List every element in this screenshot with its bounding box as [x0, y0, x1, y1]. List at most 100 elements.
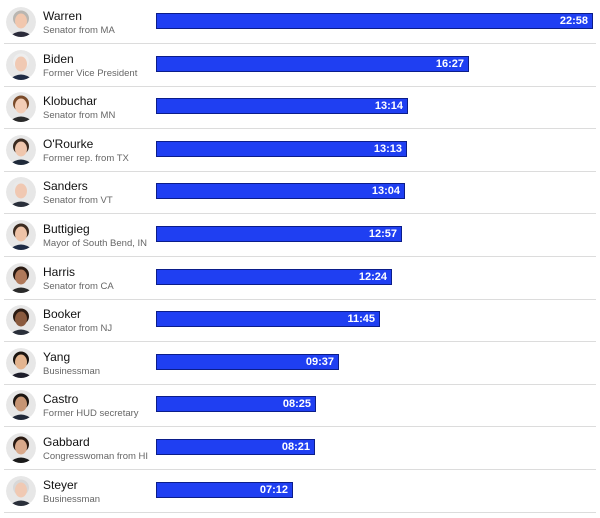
avatar-face	[15, 13, 27, 29]
speaking-time-bar: 08:25	[156, 396, 316, 413]
speaking-time-label: 13:13	[373, 142, 402, 155]
candidate-avatar	[6, 433, 36, 463]
speaking-time-label: 08:25	[282, 398, 311, 411]
avatar-portrait	[6, 390, 36, 421]
speaking-time-bar: 22:58	[156, 13, 593, 29]
speaking-time-bar: 07:12	[156, 481, 293, 498]
speaking-time-bar: 16:27	[156, 55, 469, 72]
avatar-face	[15, 141, 27, 157]
avatar-face	[15, 354, 27, 370]
avatar-portrait	[6, 177, 36, 208]
speaking-time-label: 22:58	[559, 15, 588, 27]
avatar-portrait	[6, 433, 36, 463]
speaking-time-label: 08:21	[281, 441, 310, 453]
chart-row: Klobuchar Senator from MN 13:14	[0, 87, 600, 130]
speaking-time-label: 11:45	[347, 313, 375, 326]
chart-row: Warren Senator from MA 22:58	[0, 2, 600, 44]
candidate-role: Former HUD secretary	[43, 408, 139, 420]
chart-row: Castro Former HUD secretary 08:25	[0, 385, 600, 428]
chart-row: Biden Former Vice President 16:27	[0, 45, 600, 87]
candidate-role: Senator from CA	[43, 280, 114, 292]
candidate-name: Castro	[43, 392, 79, 407]
avatar-face	[15, 396, 27, 412]
row-divider	[4, 128, 596, 130]
row-divider	[4, 383, 596, 385]
avatar-portrait	[6, 92, 36, 123]
avatar-portrait	[6, 134, 36, 165]
chart-row: Gabbard Congresswoman from HI 08:21	[0, 428, 600, 470]
candidate-name: Warren	[43, 9, 82, 23]
speaking-time-label: 07:12	[259, 483, 288, 496]
avatar-face	[15, 439, 27, 455]
avatar-face	[15, 482, 27, 498]
speaking-time-bar: 09:37	[156, 353, 339, 370]
avatar-shoulders	[9, 74, 33, 80]
row-divider	[4, 298, 596, 300]
avatar-face	[15, 98, 27, 114]
candidate-avatar	[6, 177, 36, 208]
row-divider	[4, 170, 596, 172]
candidate-role: Senator from VT	[43, 195, 113, 207]
candidate-name: Gabbard	[43, 435, 90, 449]
speaking-time-bar: 12:57	[156, 226, 402, 242]
candidate-role: Former rep. from TX	[43, 152, 129, 164]
candidate-name: Biden	[43, 51, 74, 66]
avatar-portrait	[6, 262, 36, 293]
candidate-avatar	[6, 7, 36, 37]
candidate-avatar	[6, 134, 36, 165]
candidate-avatar	[6, 49, 36, 80]
chart-row: O'Rourke Former rep. from TX 13:13	[0, 130, 600, 172]
avatar-portrait	[6, 347, 36, 378]
chart-row: Sanders Senator from VT 13:04	[0, 172, 600, 215]
avatar-shoulders	[9, 457, 33, 463]
speaking-time-label: 13:14	[374, 100, 403, 113]
avatar-portrait	[6, 7, 36, 37]
candidate-role: Businessman	[43, 493, 101, 505]
candidate-name: O'Rourke	[43, 136, 94, 151]
avatar-shoulders	[9, 500, 33, 506]
chart-row: Steyer Businessman 07:12	[0, 471, 600, 513]
candidate-name: Buttigieg	[43, 222, 90, 236]
row-divider	[4, 341, 596, 343]
speaking-time-label: 13:04	[371, 185, 400, 198]
candidate-name: Sanders	[43, 179, 88, 194]
chart-row: Booker Senator from NJ 11:45	[0, 300, 600, 343]
row-divider	[4, 213, 596, 215]
avatar-shoulders	[9, 31, 33, 37]
avatar-shoulders	[9, 244, 33, 250]
candidate-avatar	[6, 475, 36, 506]
speaking-time-bar: 13:13	[156, 140, 407, 157]
speaking-time-label: 12:57	[368, 228, 397, 240]
candidate-role: Businessman	[43, 365, 101, 377]
candidate-role: Congresswoman from HI	[43, 451, 149, 462]
row-divider	[4, 256, 596, 257]
avatar-face	[15, 183, 27, 199]
row-divider	[4, 469, 596, 470]
candidate-name: Klobuchar	[43, 94, 98, 109]
row-divider	[4, 426, 596, 428]
row-divider	[4, 85, 596, 87]
avatar-face	[15, 311, 27, 327]
avatar-shoulders	[9, 372, 33, 378]
row-divider	[4, 43, 596, 44]
chart-row: Harris Senator from CA 12:24	[0, 258, 600, 300]
candidate-role: Former Vice President	[43, 67, 138, 79]
avatar-shoulders	[9, 159, 33, 165]
candidate-role: Senator from MA	[43, 25, 115, 36]
candidate-name: Harris	[43, 264, 75, 279]
chart-row: Buttigieg Mayor of South Bend, IN 12:57	[0, 215, 600, 257]
speaking-time-bar: 13:04	[156, 183, 405, 200]
speaking-time-bar: 11:45	[156, 311, 380, 328]
speaking-time-label: 09:37	[305, 355, 334, 368]
speaking-time-bar: 13:14	[156, 98, 408, 115]
chart-row: Yang Businessman 09:37	[0, 343, 600, 385]
candidate-avatar	[6, 305, 36, 336]
avatar-portrait	[6, 49, 36, 80]
candidate-name: Booker	[43, 307, 82, 322]
candidate-avatar	[6, 347, 36, 378]
candidate-name: Yang	[43, 349, 71, 364]
candidate-avatar	[6, 220, 36, 250]
candidate-avatar	[6, 262, 36, 293]
row-divider	[4, 511, 596, 513]
